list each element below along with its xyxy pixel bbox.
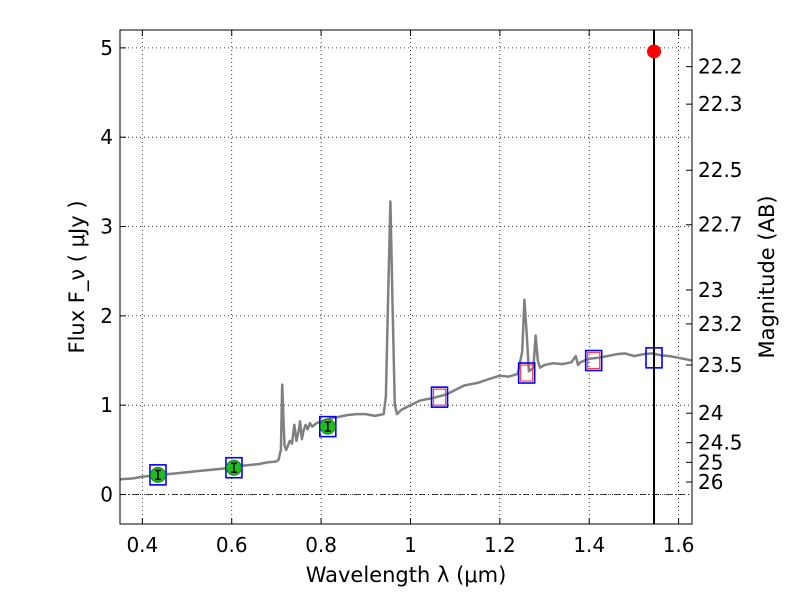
- synthetic-photometry-square: [587, 351, 601, 370]
- right-y-tick-label: 22.3: [698, 92, 743, 116]
- x-tick-label: 1.6: [663, 533, 695, 557]
- synthetic-photometry-square: [520, 364, 534, 382]
- x-tick-label: 0.4: [126, 533, 158, 557]
- y-tick-label: 0: [100, 483, 113, 507]
- highlight-point: [647, 44, 662, 59]
- y-tick-label: 4: [100, 125, 113, 149]
- ticks-layer: 0.4 0.6 0.8 1 1.2 1.4 1.601234522.222.322.522.…: [100, 30, 743, 557]
- y-tick-label: 2: [100, 304, 113, 328]
- x-tick-label: 0.8: [305, 533, 337, 557]
- model-photometry-square: [517, 362, 536, 384]
- right-y-axis-label: Magnitude (AB): [755, 195, 779, 358]
- right-y-tick-label: 24.5: [698, 431, 743, 455]
- y-tick-label: 1: [100, 393, 113, 417]
- right-y-tick-label: 23.5: [698, 353, 743, 377]
- right-y-tick-label: 24: [698, 401, 723, 425]
- x-tick-label: 1.2: [484, 533, 516, 557]
- right-y-tick-label: 22.5: [698, 158, 743, 182]
- x-tick-label: 0.6: [216, 533, 248, 557]
- right-y-tick-label: 23.2: [698, 312, 743, 336]
- spectrum-line: [119, 200, 693, 481]
- y-axis-label: Flux F_ν ( μJy ): [65, 200, 90, 353]
- x-axis-label: Wavelength λ (μm): [306, 563, 507, 587]
- axes-frame: [119, 29, 693, 525]
- right-y-tick-label: 23: [698, 278, 723, 302]
- right-y-tick-label: 26: [698, 470, 723, 494]
- model-photometry-square: [584, 349, 603, 372]
- model-photometry-square: [430, 386, 449, 408]
- x-tick-label: 1.4: [573, 533, 605, 557]
- synthetic-photometry-square: [432, 388, 447, 406]
- right-y-tick-label: 25: [698, 450, 723, 474]
- x-tick-label: 1: [404, 533, 417, 557]
- grid-layer: [120, 30, 692, 524]
- y-tick-label: 5: [100, 36, 113, 60]
- right-y-tick-label: 22.2: [698, 55, 743, 79]
- right-y-tick-label: 22.7: [698, 213, 743, 237]
- y-tick-label: 3: [100, 215, 113, 239]
- plot-layer: [119, 30, 693, 524]
